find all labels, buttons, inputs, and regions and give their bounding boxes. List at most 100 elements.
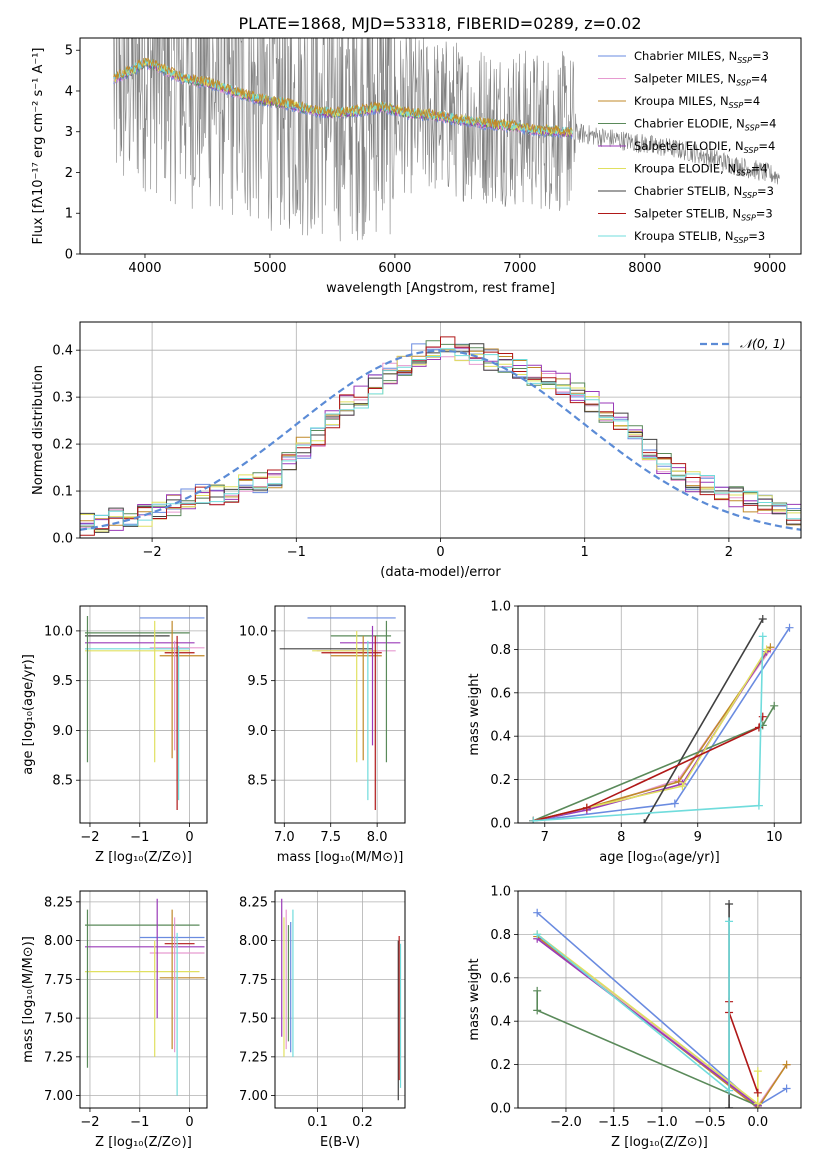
age-vs-mass-xtick-label: 7.0 [274,830,295,845]
spectrum-xtick-label: 9000 [753,261,786,276]
weight-point-marker [770,701,779,710]
spectrum-xtick-label: 7000 [503,261,536,276]
weight-series-line [532,705,775,822]
weight-vs-age-ytick-label: 0.2 [490,773,511,788]
reference-legend-label: 𝒩(0, 1) [740,336,786,351]
residuals-xtick-label: −1 [287,545,306,560]
age-vs-z-ytick-label: 9.5 [52,674,73,689]
age-vs-mass-plot-area [279,617,401,811]
mass-vs-ebv-panel: 0.1 0.2 7.00 7.25 7.50 7.75 8.00 8.25 E(B-V) [239,890,406,1150]
weight-series-line [728,1001,759,1094]
age-vs-z-ytick-label: 10.0 [44,624,73,639]
spectrum-xtick-label: 4000 [128,261,161,276]
weight-series-line [533,716,764,822]
mass-vs-z-plot-area [84,898,205,1096]
spectrum-xlabel: wavelength [Angstrom, rest frame] [326,281,555,296]
weight-point-marker [533,1006,542,1015]
weight-point-marker [785,623,794,632]
weight-point-marker [533,986,542,995]
weight-point-marker [640,819,649,823]
age-vs-z-xtick-label: −1 [130,830,149,845]
weight-vs-age-plot-area [529,615,794,823]
mass-vs-z-ytick-label: 7.00 [44,1089,73,1104]
age-vs-mass-xlabel: mass [log₁₀(M/M⊙)] [277,850,404,865]
weight-vs-age-xlabel: age [log₁₀(age/yr)] [599,850,720,865]
age-vs-mass-xtick-label: 7.5 [320,830,341,845]
spectrum-plot-area [113,38,780,242]
legend-label: Chabrier MILES, NSSP=3 [634,49,769,65]
mass-vs-z-ytick-label: 7.25 [44,1050,73,1065]
age-vs-mass-panel: 7.0 7.5 8.0 8.5 9.0 9.5 10.0 mass [log₁₀(M/M⊙)] [239,605,406,865]
spectrum-panel: 4000 5000 6000 7000 8000 9000 0 1 2 3 4 5 wavelength… [31,37,802,296]
weight-series-line [533,648,772,822]
weight-point-marker [529,816,538,823]
residuals-xlabel: (data-model)/error [380,565,501,580]
weight-vs-z-xtick-label: 0.0 [747,1115,768,1130]
weight-point-marker [782,1060,791,1069]
weight-vs-z-frame [517,890,802,1109]
residuals-xtick-label: −2 [143,545,162,560]
weight-series-line [533,646,772,822]
mass-vs-ebv-ytick-label: 8.25 [239,895,268,910]
age-vs-z-panel: −2 −1 0 8.5 9.0 9.5 10.0 Z [log₁₀(Z/Z⊙)] age [lo… [21,605,208,865]
age-vs-z-grid [80,606,207,823]
spectrum-xtick-label: 8000 [628,261,661,276]
mass-vs-ebv-xlabel: E(B-V) [320,1135,360,1150]
residuals-ytick-label: 0.3 [52,391,73,406]
residuals-frame [79,321,802,539]
residuals-ytick-label: 0.0 [52,532,73,547]
legend-label: Kroupa ELODIE, NSSP=4 [634,162,768,178]
mass-vs-z-grid [80,891,207,1108]
mass-vs-z-ylabel: mass [log₁₀(M/M⊙)] [21,936,36,1063]
weight-point-marker [725,900,734,909]
mass-vs-ebv-ytick-label: 7.50 [239,1012,268,1027]
weight-vs-z-ytick-label: 1.0 [490,885,511,900]
residuals-ytick-label: 0.4 [52,344,73,359]
age-vs-mass-ytick-label: 10.0 [239,624,268,639]
weight-vs-z-xtick-label: −2.0 [550,1115,582,1130]
weight-vs-z-ytick-label: 0.6 [490,971,511,986]
weight-vs-z-plot-area [533,900,791,1108]
normal-reference-curve [80,349,801,531]
weight-vs-age-xtick-label: 10 [766,830,783,845]
spectrum-ytick-label: 4 [65,84,73,99]
weight-vs-z-xtick-label: −1.0 [646,1115,678,1130]
legend-label: Salpeter ELODIE, NSSP=4 [634,139,775,155]
age-vs-z-xtick-label: −2 [80,830,99,845]
spectrum-legend: Chabrier MILES, NSSP=3 Salpeter MILES, NS… [598,49,776,245]
spectrum-ylabel: Flux [fλ10⁻¹⁷ erg cm⁻² s⁻¹ A⁻¹] [31,48,46,245]
mass-vs-ebv-grid [275,891,405,1108]
weight-point-marker [754,801,763,810]
weight-vs-age-panel: 7 8 9 10 0.0 0.2 0.4 0.6 0.8 1.0 age [log₁₀(age/yr… [467,600,802,865]
age-vs-z-xtick-label: 0 [185,830,193,845]
weight-vs-age-ytick-label: 0.8 [490,643,511,658]
mass-vs-ebv-ytick-label: 7.25 [239,1050,268,1065]
age-vs-z-ylabel: age [log₁₀(age/yr)] [21,654,36,775]
residual-histogram [80,336,801,536]
weight-vs-z-ylabel: mass weight [467,958,482,1040]
mass-vs-ebv-xtick-label: 0.1 [307,1115,328,1130]
weight-vs-age-xtick-label: 9 [694,830,702,845]
residuals-xtick-label: 1 [581,545,589,560]
mass-vs-ebv-xtick-label: 0.2 [352,1115,373,1130]
age-vs-mass-ytick-label: 9.0 [247,724,268,739]
weight-vs-age-xtick-label: 7 [541,830,549,845]
observed-spectrum [113,38,780,242]
weight-vs-age-ytick-label: 0.4 [490,730,511,745]
weight-vs-age-frame [517,605,802,824]
weight-point-marker [754,723,763,732]
figure-title: PLATE=1868, MJD=53318, FIBERID=0289, z=0… [238,14,641,33]
weight-point-marker [753,1067,762,1076]
weight-vs-age-ytick-label: 0.6 [490,686,511,701]
weight-vs-z-xtick-label: −0.5 [694,1115,726,1130]
weight-point-marker [762,645,771,654]
weight-vs-z-ytick-label: 0.4 [490,1015,511,1030]
age-vs-z-frame [79,605,208,824]
mass-vs-z-xtick-label: −2 [80,1115,99,1130]
residuals-xtick-label: 0 [436,545,444,560]
weight-point-marker [678,782,687,791]
mass-vs-z-xtick-label: −1 [130,1115,149,1130]
weight-series-line [533,648,768,822]
weight-vs-age-ytick-label: 1.0 [490,600,511,615]
